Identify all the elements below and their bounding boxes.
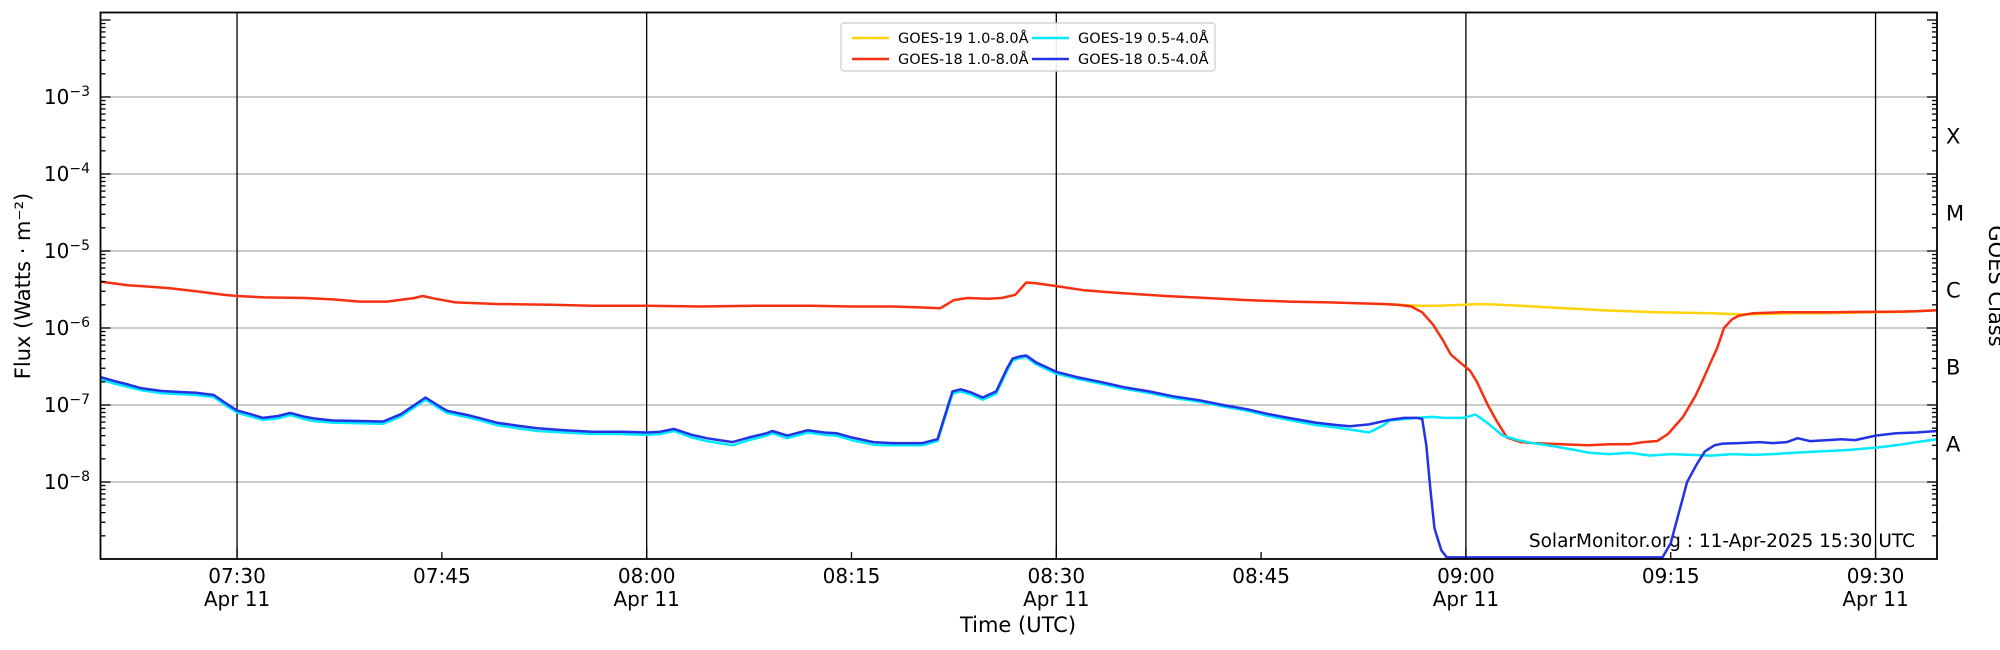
y-axis-title: Flux (Watts · m⁻²)	[11, 193, 35, 379]
x-tick-label: 09:15	[1642, 564, 1700, 588]
legend-box	[840, 22, 1216, 72]
series-goes19-short	[100, 355, 1937, 457]
x-tick-date: Apr 11	[1023, 587, 1089, 611]
legend-label-goes18-long: GOES-18 1.0-8.0Å	[898, 51, 1029, 68]
x-tick-label: 08:15	[823, 564, 881, 588]
x-tick-label: 08:45	[1232, 564, 1290, 588]
axis-ticks	[100, 19, 1937, 559]
x-tick-date: Apr 11	[1433, 587, 1499, 611]
x-tick-date: Apr 11	[1842, 587, 1908, 611]
legend: GOES-19 1.0-8.0Å GOES-18 1.0-8.0Å GOES-19 …	[840, 22, 1216, 72]
legend-label-goes18-short: GOES-18 0.5-4.0Å	[1078, 51, 1209, 68]
x-tick-label: 08:00	[618, 564, 676, 588]
y-tick-label: 10−7	[44, 392, 90, 417]
horizontal-gridlines	[100, 96, 1937, 483]
goes-class-C: C	[1946, 279, 1961, 303]
y-tick-label: 10−6	[44, 315, 90, 340]
right-axis-title: GOES Class	[1984, 225, 2000, 346]
x-tick-label: 07:30	[208, 564, 266, 588]
x-tick-label: 07:45	[413, 564, 471, 588]
y-tick-label: 10−3	[44, 84, 90, 109]
vertical-gridlines	[236, 12, 1877, 559]
goes-class-B: B	[1946, 356, 1960, 380]
x-tick-date: Apr 11	[613, 587, 679, 611]
legend-label-goes19-short: GOES-19 0.5-4.0Å	[1078, 30, 1209, 47]
y-tick-labels: 10−310−410−510−610−710−8	[44, 84, 90, 494]
x-tick-label: 09:00	[1437, 564, 1495, 588]
x-tick-label: 09:30	[1847, 564, 1905, 588]
x-axis-title: Time (UTC)	[959, 613, 1076, 637]
x-tick-label: 08:30	[1027, 564, 1085, 588]
goes-class-letters: X M C B A	[1946, 125, 1964, 457]
goes-class-X: X	[1946, 125, 1960, 149]
series-goes18-short	[100, 354, 1937, 559]
goes-class-A: A	[1946, 433, 1961, 457]
series-goes18-long	[100, 280, 1937, 447]
watermark: SolarMonitor.org : 11-Apr-2025 15:30 UTC	[1529, 531, 1915, 552]
series-group	[100, 280, 1937, 559]
goes-class-M: M	[1946, 202, 1964, 226]
legend-label-goes19-long: GOES-19 1.0-8.0Å	[898, 30, 1029, 47]
plot-border	[99, 11, 1938, 560]
x-tick-date: Apr 11	[204, 587, 270, 611]
